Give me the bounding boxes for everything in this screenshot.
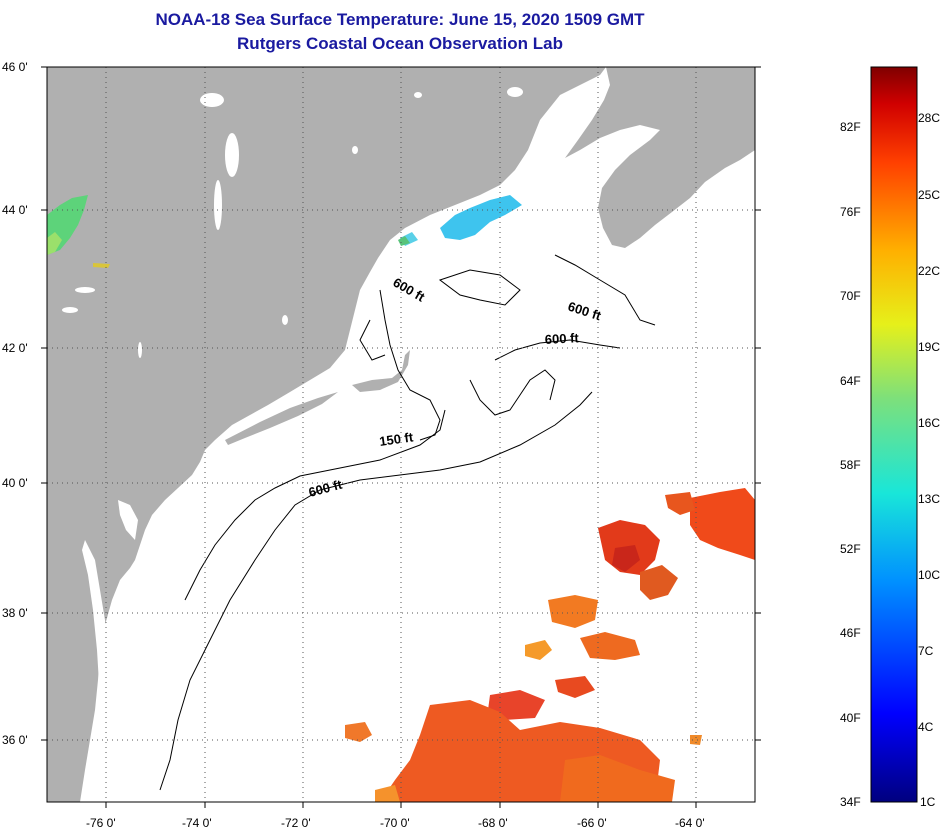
colorbar-f-label: 40F bbox=[840, 711, 861, 725]
colorbar-f-label: 34F bbox=[840, 795, 861, 809]
inland-lakes bbox=[62, 87, 523, 358]
lon-label: -66 0' bbox=[577, 816, 607, 830]
map-title: NOAA-18 Sea Surface Temperature: June 15… bbox=[155, 10, 645, 29]
lat-lon-grid bbox=[47, 67, 755, 802]
lat-label: 42 0' bbox=[2, 341, 28, 355]
chesapeake-bay bbox=[82, 540, 112, 790]
colorbar bbox=[870, 66, 918, 803]
lat-label: 44 0' bbox=[2, 203, 28, 217]
contour-label: 150 ft bbox=[378, 429, 414, 449]
mainland-land bbox=[47, 67, 606, 802]
gulf-of-maine-sst-3 bbox=[398, 236, 410, 246]
colorbar-c-label: 10C bbox=[918, 568, 940, 582]
colorbar-c-label: 22C bbox=[918, 264, 940, 278]
gulf-of-maine-sst bbox=[440, 195, 522, 240]
cape-cod bbox=[352, 350, 410, 392]
lake-fragment-sst bbox=[93, 263, 110, 268]
longitude-labels: -76 0' -74 0' -72 0' -70 0' -68 0' -66 0… bbox=[86, 816, 705, 830]
contour-label: 600 ft bbox=[544, 330, 579, 347]
lat-label: 38 0' bbox=[2, 606, 28, 620]
colorbar-f-label: 70F bbox=[840, 289, 861, 303]
warm-sst-patches bbox=[345, 488, 755, 802]
colorbar-f-label: 82F bbox=[840, 120, 861, 134]
lon-label: -76 0' bbox=[86, 816, 116, 830]
colorbar-c-label: 7C bbox=[918, 644, 934, 658]
map-subtitle: Rutgers Coastal Ocean Observation Lab bbox=[237, 34, 563, 53]
lon-label: -72 0' bbox=[281, 816, 311, 830]
lat-label: 46 0' bbox=[2, 60, 28, 74]
colorbar-c-label: 25C bbox=[918, 188, 940, 202]
colorbar-f-label: 76F bbox=[840, 205, 861, 219]
lake-ontario-sst-2 bbox=[47, 232, 62, 255]
colorbar-c-label: 16C bbox=[918, 416, 940, 430]
lat-label: 40 0' bbox=[2, 476, 28, 490]
colorbar-fahrenheit-labels: 82F 76F 70F 64F 58F 52F 46F 40F 34F bbox=[840, 120, 861, 809]
colorbar-f-label: 46F bbox=[840, 626, 861, 640]
axis-ticks bbox=[41, 66, 761, 808]
lon-label: -70 0' bbox=[380, 816, 410, 830]
colorbar-c-label: 28C bbox=[918, 111, 940, 125]
colorbar-c-label: 1C bbox=[920, 795, 936, 809]
lon-label: -68 0' bbox=[478, 816, 508, 830]
bathymetry-contours bbox=[159, 254, 656, 791]
lat-label: 36 0' bbox=[2, 733, 28, 747]
colorbar-f-label: 58F bbox=[840, 458, 861, 472]
lon-label: -74 0' bbox=[182, 816, 212, 830]
colorbar-celsius-labels: 28C 25C 22C 19C 16C 13C 10C 7C 4C 1C bbox=[918, 111, 940, 809]
colorbar-f-label: 64F bbox=[840, 374, 861, 388]
nova-scotia bbox=[565, 67, 755, 248]
colorbar-f-label: 52F bbox=[840, 542, 861, 556]
colorbar-c-label: 13C bbox=[918, 492, 940, 506]
long-island bbox=[225, 392, 338, 445]
colorbar-c-label: 19C bbox=[918, 340, 940, 354]
lon-label: -64 0' bbox=[675, 816, 705, 830]
colorbar-c-label: 4C bbox=[918, 720, 934, 734]
latitude-labels: 46 0' 44 0' 42 0' 40 0' 38 0' 36 0' bbox=[2, 60, 28, 747]
delaware-bay bbox=[118, 500, 138, 540]
